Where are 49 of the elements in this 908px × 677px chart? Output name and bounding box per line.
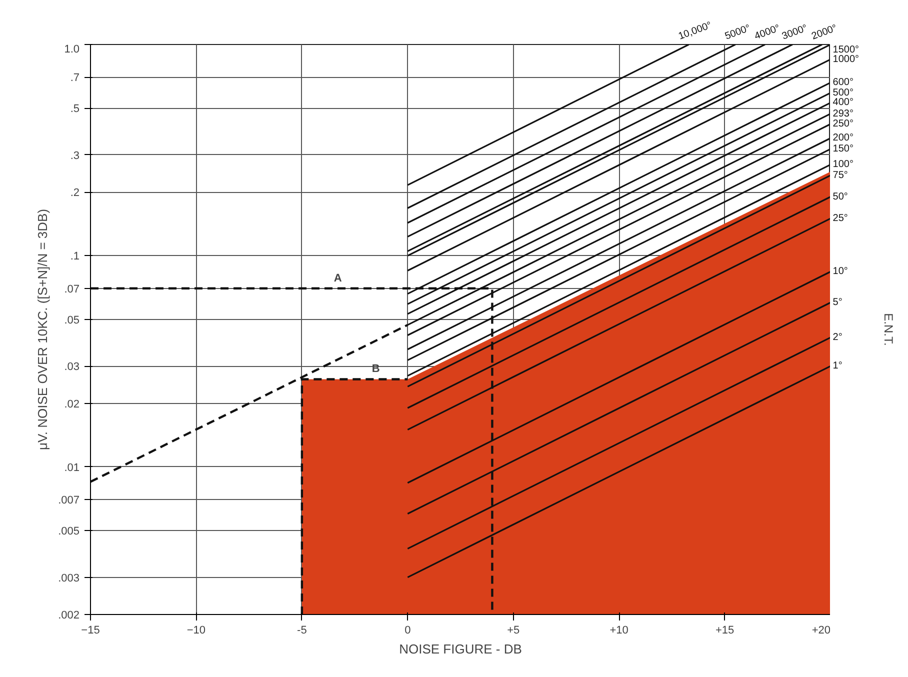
annotation: B: [372, 363, 380, 376]
x-tick-label: +5: [507, 624, 520, 636]
series-label: 75°: [832, 170, 848, 181]
y-tick-label: .7: [70, 72, 80, 84]
series-label: 50°: [832, 191, 848, 202]
y-tick-label: .02: [64, 398, 80, 410]
text: 5000°: [724, 22, 752, 42]
x-axis-title: NOISE FIGURE - DB: [399, 642, 522, 656]
series-label: 25°: [832, 213, 848, 224]
x-tick-label: +15: [715, 624, 734, 636]
x-tick-label: −15: [81, 624, 100, 636]
series-label: 250°: [832, 118, 854, 130]
series-label: 200°: [832, 132, 854, 144]
series-label: 1°: [832, 360, 842, 372]
y-tick-label: .002: [58, 610, 80, 622]
x-tick-label: +20: [812, 624, 831, 636]
series-label: 600°: [832, 77, 854, 88]
series-label: 2°: [832, 332, 842, 343]
y2-axis-title: E.N.T.: [882, 313, 896, 346]
x-tick-label: −10: [186, 624, 206, 636]
series-label: 1000°: [832, 54, 860, 65]
y-tick-label: .3: [70, 150, 80, 162]
y-tick-label: .05: [64, 314, 80, 326]
x-tick-label: 0: [404, 624, 411, 636]
y-tick-label: 1.0: [64, 44, 80, 56]
y-tick-label: .003: [58, 572, 80, 584]
y-tick-label: .007: [58, 494, 80, 507]
text: 3000°: [780, 22, 810, 42]
x-tick-label: -5: [297, 624, 307, 636]
text: 4000°: [753, 22, 782, 42]
y-tick-label: .005: [58, 525, 80, 538]
series-label: 293°: [832, 108, 854, 120]
series-label: 1500°: [832, 44, 860, 56]
series-label: 500°: [832, 87, 854, 98]
y-tick-label: .03: [64, 361, 80, 374]
series-label: 5°: [832, 297, 842, 308]
x-tick-label: +10: [610, 624, 628, 636]
y-tick-label: .01: [64, 462, 80, 474]
y-axis-title: μV. NOISE OVER 10KC. ([S+N]/N = 3DB): [35, 208, 50, 450]
annotation: A: [334, 272, 342, 284]
series-label: 100°: [832, 159, 854, 170]
y-tick-label: .07: [64, 283, 80, 296]
series-label: 400°: [832, 97, 854, 108]
text: 2000°: [810, 22, 839, 42]
y-tick-label: .1: [70, 250, 80, 263]
series-label: 150°: [832, 144, 854, 155]
y-tick-label: .5: [70, 103, 80, 116]
y-tick-label: .2: [70, 187, 80, 200]
series-label: 10°: [832, 266, 848, 278]
